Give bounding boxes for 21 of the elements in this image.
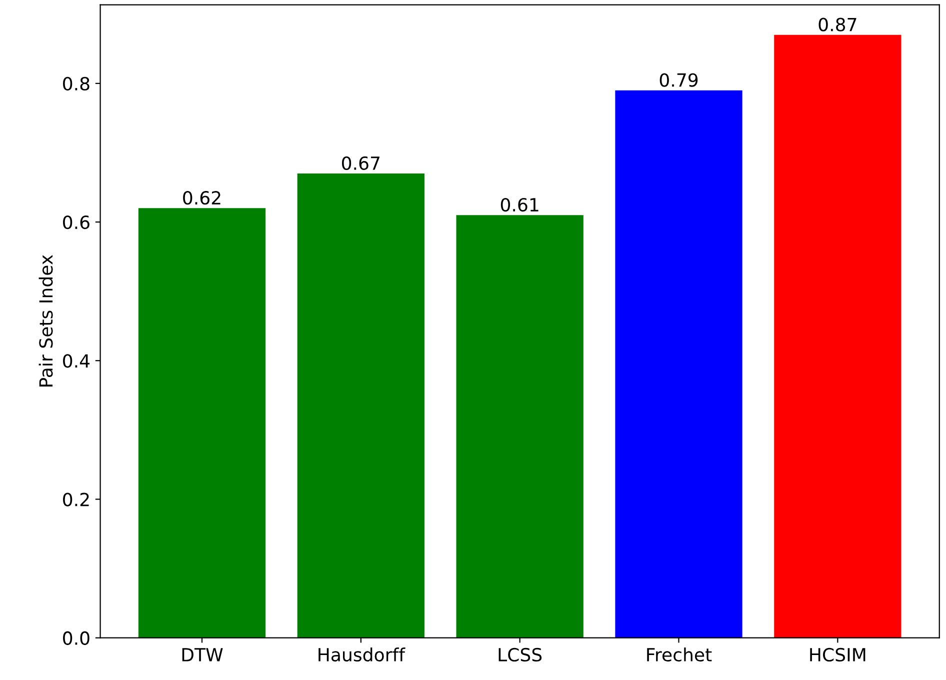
y-tick-label: 0.2	[63, 492, 89, 506]
bar	[138, 208, 266, 638]
y-tick-label: 0.0	[63, 631, 90, 645]
x-tick-label: LCSS	[498, 648, 542, 662]
bar	[615, 90, 742, 638]
y-tick-label: 0.8	[63, 76, 90, 91]
data-label: 0.79	[660, 73, 698, 87]
bar	[774, 34, 902, 638]
y-tick-label: 0.4	[63, 354, 90, 368]
data-label: 0.62	[183, 191, 220, 205]
bar	[456, 215, 584, 638]
data-label: 0.67	[342, 156, 380, 170]
y-axis-title: Pair Sets Index	[38, 254, 53, 386]
x-tick-label: DTW	[182, 648, 223, 662]
bar	[297, 174, 424, 638]
y-tick-label: 0.6	[63, 215, 90, 230]
x-tick-label: HCSIM	[810, 648, 866, 662]
data-label: 0.61	[500, 198, 538, 212]
x-tick-label: Frechet	[647, 648, 712, 662]
data-label: 0.87	[818, 18, 856, 32]
x-tick-label: Hausdorff	[318, 648, 406, 662]
